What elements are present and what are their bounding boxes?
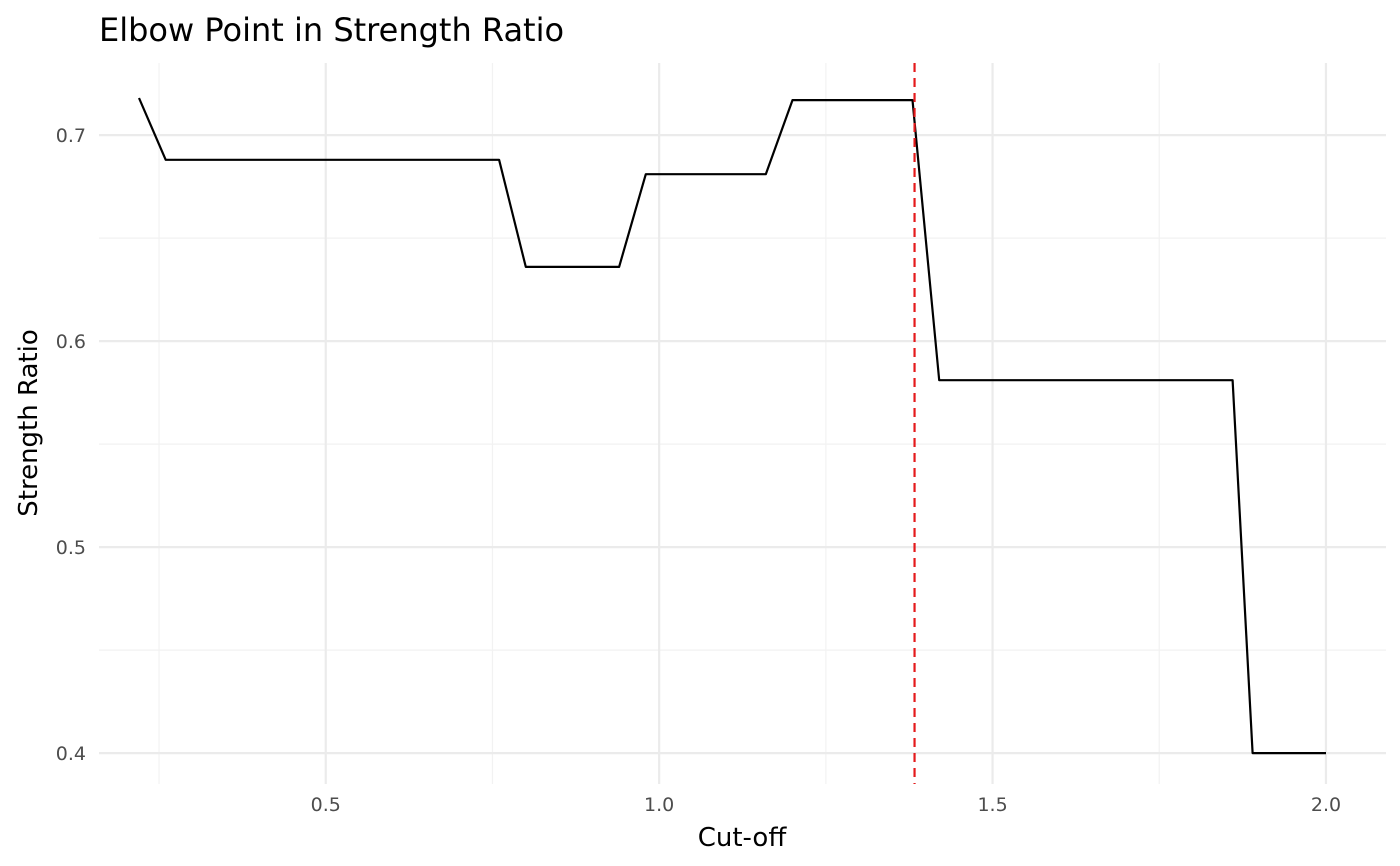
y-tick-label: 0.5 xyxy=(56,537,86,559)
y-axis-title: Strength Ratio xyxy=(14,329,44,516)
y-tick-label: 0.6 xyxy=(56,331,86,353)
x-tick-label: 2.0 xyxy=(1311,794,1341,816)
series-line-0 xyxy=(137,97,1326,755)
series-lines xyxy=(137,97,1326,755)
x-axis-title: Cut-off xyxy=(698,823,788,853)
x-tick-label: 1.5 xyxy=(977,794,1007,816)
y-axis-tick-labels: 0.4 0.5 0.6 0.7 xyxy=(56,125,86,765)
x-axis-tick-labels: 0.5 1.0 1.5 2.0 xyxy=(311,794,1341,816)
y-tick-label: 0.7 xyxy=(56,125,86,147)
x-tick-label: 0.5 xyxy=(311,794,341,816)
y-tick-label: 0.4 xyxy=(56,743,86,765)
chart-title: Elbow Point in Strength Ratio xyxy=(99,11,564,49)
grid-lines xyxy=(99,63,1386,784)
x-tick-label: 1.0 xyxy=(644,794,674,816)
